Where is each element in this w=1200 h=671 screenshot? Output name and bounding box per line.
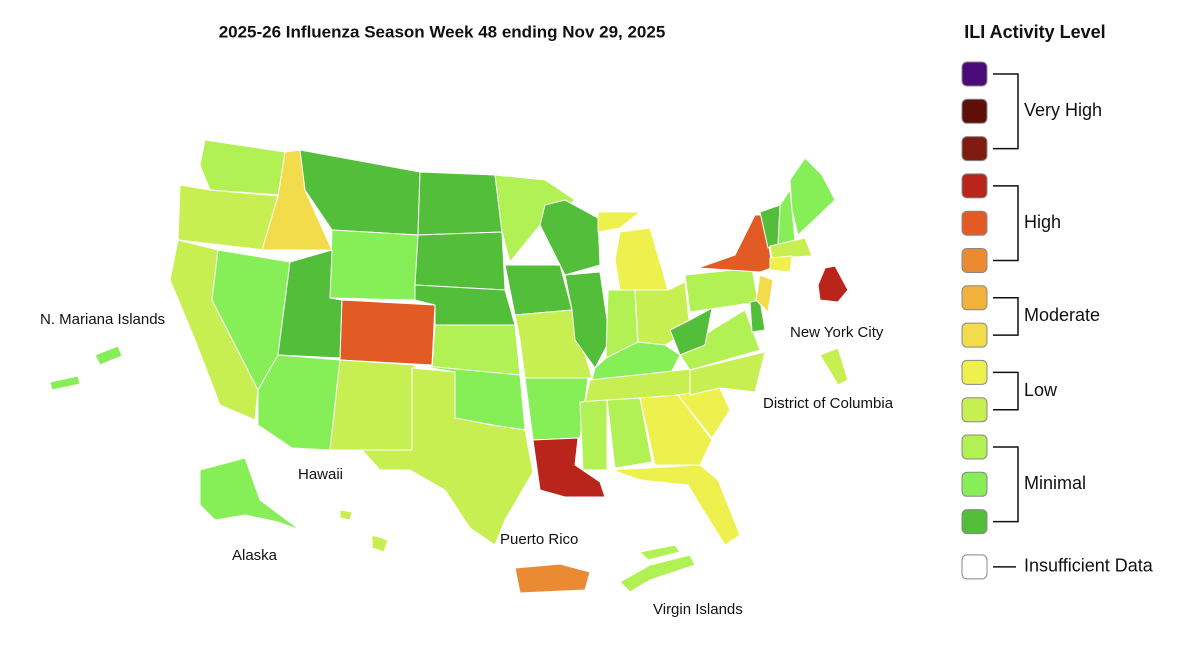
map-label: New York City xyxy=(790,324,884,341)
legend-swatch xyxy=(961,434,988,460)
legend-swatch xyxy=(961,554,988,580)
map-labels: N. Mariana Islands Hawaii Alaska Puerto Ric… xyxy=(40,311,894,618)
legend-bracket xyxy=(993,73,1019,150)
state-shape xyxy=(361,367,534,546)
state-shape xyxy=(639,394,713,466)
state-shape xyxy=(619,554,696,593)
legend-title: ILI Activity Level xyxy=(964,22,1105,42)
state-shape xyxy=(257,354,341,451)
state-shape xyxy=(689,351,766,396)
state-shape xyxy=(514,563,591,594)
map xyxy=(49,139,849,594)
legend-swatch xyxy=(961,248,988,273)
legend-swatch xyxy=(961,397,988,423)
state-shape xyxy=(199,457,301,531)
state-shape xyxy=(579,399,608,471)
state-shape xyxy=(539,199,601,276)
legend-label: Minimal xyxy=(1024,473,1086,493)
state-shape xyxy=(811,265,849,319)
legend-swatch xyxy=(961,61,988,87)
map-label: Hawaii xyxy=(298,466,343,483)
state-shape xyxy=(177,184,279,251)
state-shape xyxy=(669,307,713,356)
legend-swatch xyxy=(961,322,988,348)
legend-swatch xyxy=(961,136,988,162)
state-shape xyxy=(339,299,436,366)
legend-swatch xyxy=(961,359,988,385)
state-shape xyxy=(684,267,759,313)
legend-swatch xyxy=(961,471,988,497)
state-shape xyxy=(417,171,503,236)
map-title: 2025-26 Influenza Season Week 48 ending … xyxy=(219,22,666,41)
state-shape xyxy=(614,227,669,291)
map-label: N. Mariana Islands xyxy=(40,311,165,328)
legend-bracket xyxy=(993,446,1019,523)
legend-swatch xyxy=(961,285,988,311)
state-shape xyxy=(504,264,573,316)
state-shape xyxy=(697,214,773,273)
map-label: District of Columbia xyxy=(763,395,894,412)
state-shape xyxy=(94,345,123,366)
map-label: Puerto Rico xyxy=(500,531,578,548)
legend-label: High xyxy=(1024,212,1061,232)
state-shape xyxy=(789,157,836,236)
state-shape xyxy=(524,377,589,441)
legend-bracket xyxy=(993,297,1019,336)
state-shape xyxy=(339,509,353,521)
state-shape xyxy=(606,397,653,469)
legend-label: Low xyxy=(1024,380,1058,400)
map-label: Virgin Islands xyxy=(653,601,743,618)
legend-bracket xyxy=(993,185,1019,262)
state-shape xyxy=(819,347,849,386)
state-shape xyxy=(329,229,419,301)
state-shape xyxy=(597,211,641,233)
state-shape xyxy=(639,544,681,561)
state-shape xyxy=(49,375,81,391)
legend-label: Moderate xyxy=(1024,305,1100,325)
legend-swatch xyxy=(961,98,988,124)
state-shape xyxy=(199,139,286,196)
legend-swatch xyxy=(961,210,988,236)
legend-swatch xyxy=(961,173,988,199)
state-shape xyxy=(414,231,506,291)
legend-label: Insufficient Data xyxy=(1024,556,1154,576)
state-shape xyxy=(769,237,813,259)
legend-label: Very High xyxy=(1024,100,1102,120)
legend-swatch xyxy=(961,509,988,535)
state-shape xyxy=(532,437,606,498)
legend-bracket xyxy=(993,371,1019,411)
legend: Very High High Moderate Low Minimal Insuffici… xyxy=(961,61,1154,580)
state-shape xyxy=(769,255,793,273)
state-shape xyxy=(611,464,741,546)
state-shape xyxy=(371,534,389,553)
state-shape xyxy=(329,359,416,451)
state-shape xyxy=(755,274,774,313)
map-label: Alaska xyxy=(232,547,278,564)
